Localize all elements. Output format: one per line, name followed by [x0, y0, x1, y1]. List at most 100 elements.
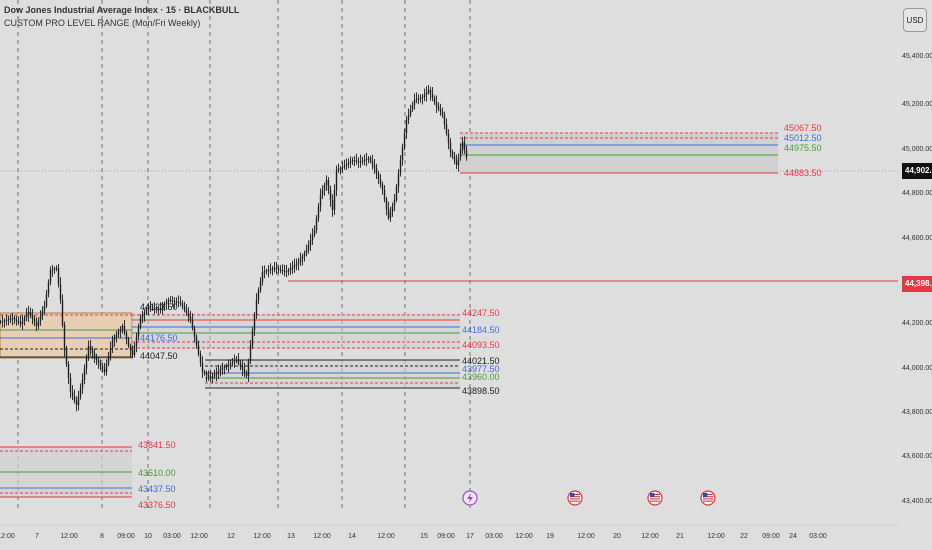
us-flag-icon-stripe	[570, 496, 580, 498]
time-axis-tick: 12:00	[313, 533, 331, 540]
candle-body	[459, 149, 462, 158]
candle-body	[213, 374, 216, 377]
candle-body	[373, 164, 376, 168]
candle-body	[29, 312, 32, 316]
candle-body	[401, 146, 404, 160]
candle-body	[339, 168, 342, 169]
level-label: 43510.00	[138, 468, 176, 478]
range-box-mid	[132, 313, 460, 349]
level-label: 44975.50	[784, 143, 822, 153]
candle-body	[161, 306, 164, 308]
time-axis-tick: 03:00	[163, 533, 181, 540]
level-label: 44123.50	[140, 302, 178, 312]
current-price-tag: 44,902.50	[902, 163, 932, 179]
symbol-title[interactable]: Dow Jones Industrial Average Index · 15 …	[4, 5, 240, 15]
candle-body	[201, 363, 204, 372]
candle-body	[285, 271, 288, 273]
candle-body	[387, 208, 390, 218]
indicator-title[interactable]: CUSTOM PRO LEVEL RANGE (Mon/Fri Weekly)	[4, 18, 201, 28]
candle-body	[435, 102, 438, 106]
candle-body	[95, 356, 98, 360]
candle-body	[15, 319, 18, 321]
candle-body	[27, 312, 30, 315]
candle-body	[377, 173, 380, 179]
candle-body	[159, 308, 162, 310]
candle-body	[411, 105, 414, 110]
candle-body	[39, 316, 42, 321]
candle-body	[367, 158, 370, 159]
candle-body	[99, 363, 102, 366]
candle-body	[63, 325, 66, 350]
candle-body	[233, 361, 236, 363]
time-axis-tick: 8	[100, 533, 104, 540]
candle-body	[363, 160, 366, 161]
candle-body	[91, 349, 94, 353]
candle-body	[107, 356, 110, 364]
level-label: 45067.50	[784, 123, 822, 133]
candle-body	[205, 373, 208, 375]
candle-body	[231, 362, 234, 364]
candle-body	[77, 396, 80, 405]
candle-body	[395, 186, 398, 200]
candle-body	[385, 199, 388, 209]
time-axis-tick: 12:00	[0, 533, 15, 540]
candle-body	[225, 365, 228, 367]
candle-body	[279, 269, 282, 271]
candle-body	[185, 309, 188, 314]
time-axis-tick: 12:00	[577, 533, 595, 540]
candle-body	[147, 306, 150, 309]
candle-body	[123, 326, 126, 333]
candle-body	[11, 318, 14, 319]
candle-body	[191, 320, 194, 329]
candle-body	[375, 168, 378, 174]
candle-body	[187, 313, 190, 317]
time-axis-tick: 12:00	[190, 533, 208, 540]
candle-body	[33, 319, 36, 323]
candle-body	[383, 190, 386, 200]
candle-body	[323, 185, 326, 190]
candle-body	[307, 245, 310, 250]
candle-body	[333, 190, 336, 210]
candle-body	[21, 321, 24, 324]
candle-body	[273, 268, 276, 269]
candle-body	[127, 339, 130, 346]
candle-body	[49, 270, 52, 282]
us-flag-icon-stripe	[703, 494, 713, 496]
candle-body	[87, 346, 90, 358]
candle-body	[455, 160, 458, 165]
candle-body	[105, 364, 108, 372]
candle-body	[223, 366, 226, 368]
candle-body	[153, 307, 156, 309]
us-flag-icon-stripe	[570, 494, 580, 496]
candle-body	[119, 328, 122, 332]
candle-body	[155, 308, 158, 310]
level-label: 44021.50	[462, 356, 500, 366]
candle-body	[299, 259, 302, 262]
candle-body	[51, 269, 54, 271]
candle-body	[89, 346, 92, 350]
candlestick-series	[0, 85, 468, 412]
time-axis-tick: 12:00	[707, 533, 725, 540]
candle-body	[19, 322, 22, 324]
candle-body	[25, 315, 28, 318]
candle-body	[73, 396, 76, 401]
candle-body	[9, 318, 12, 320]
candle-body	[75, 400, 78, 405]
candle-body	[275, 268, 278, 269]
currency-button[interactable]: USD	[903, 8, 927, 32]
level-label: 44883.50	[784, 168, 822, 178]
candle-body	[65, 350, 68, 364]
red-level-price-tag: 44,398.50	[902, 276, 932, 292]
candle-body	[23, 318, 26, 321]
candle-body	[61, 300, 64, 325]
candle-body	[169, 300, 172, 301]
candle-body	[79, 388, 82, 397]
range-box-low	[205, 360, 460, 388]
candle-body	[461, 142, 464, 150]
level-label: 44184.50	[462, 325, 500, 335]
level-label: 44247.50	[462, 308, 500, 318]
candle-body	[297, 262, 300, 264]
candle-body	[259, 281, 262, 291]
time-axis-tick: 14	[348, 533, 356, 540]
